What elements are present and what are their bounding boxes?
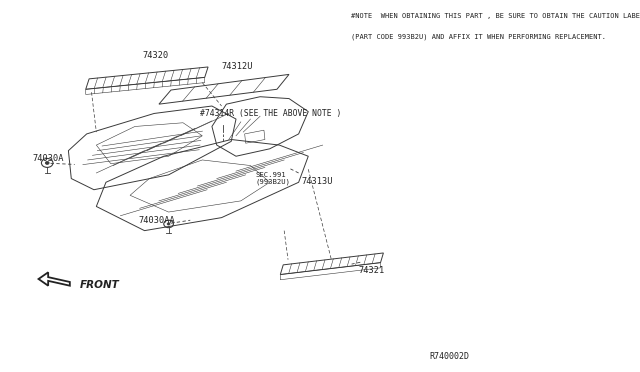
Text: R740002D: R740002D xyxy=(429,352,470,361)
Text: #74314R (SEE THE ABOVE NOTE ): #74314R (SEE THE ABOVE NOTE ) xyxy=(200,109,341,118)
Text: 74313U: 74313U xyxy=(301,177,333,186)
Text: 74312U: 74312U xyxy=(221,62,253,71)
Text: (PART CODE 993B2U) AND AFFIX IT WHEN PERFORMING REPLACEMENT.: (PART CODE 993B2U) AND AFFIX IT WHEN PER… xyxy=(351,33,605,40)
Text: 74030AA: 74030AA xyxy=(139,216,175,225)
Circle shape xyxy=(45,161,49,164)
Circle shape xyxy=(167,223,170,225)
Text: 74320: 74320 xyxy=(142,51,168,60)
Text: FRONT: FRONT xyxy=(79,280,119,289)
Text: 74030A: 74030A xyxy=(33,154,64,163)
Text: 74321: 74321 xyxy=(359,266,385,275)
Text: #NOTE  WHEN OBTAINING THIS PART , BE SURE TO OBTAIN THE CAUTION LABEL: #NOTE WHEN OBTAINING THIS PART , BE SURE… xyxy=(351,13,640,19)
Text: SEC.991
(993B2U): SEC.991 (993B2U) xyxy=(255,172,291,185)
